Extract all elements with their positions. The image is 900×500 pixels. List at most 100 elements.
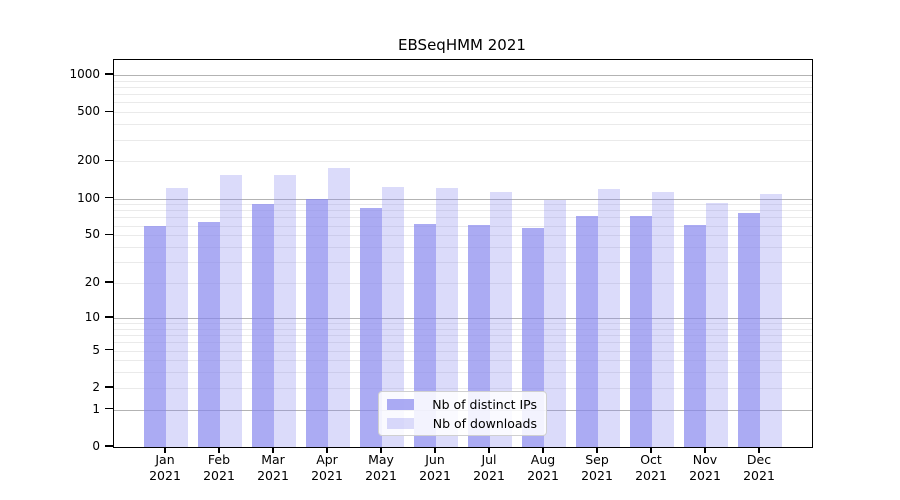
gridline-minor: [114, 87, 812, 88]
y-tick-label: 10: [84, 309, 100, 324]
x-tick-label: Oct 2021: [635, 452, 667, 483]
y-tick-label: 500: [77, 104, 100, 119]
x-tick-mark: [596, 447, 598, 453]
bar-downloads-nov: [706, 202, 728, 447]
y-tick-mark: [105, 110, 113, 112]
gridline-minor: [114, 323, 812, 325]
y-tick-mark: [105, 316, 113, 318]
x-tick-mark: [434, 447, 436, 453]
x-tick-label: Mar 2021: [257, 452, 289, 483]
legend-label-distinct-ips: Nb of distinct IPs: [432, 396, 537, 412]
gridline-minor: [114, 124, 812, 126]
x-tick-mark: [758, 447, 760, 453]
bar-distinct-ips-nov: [684, 224, 706, 447]
x-tick-mark: [326, 447, 328, 453]
gridline-minor: [114, 235, 812, 237]
bar-distinct-ips-mar: [252, 203, 274, 447]
gridline-minor: [114, 225, 812, 227]
gridline-minor: [114, 161, 812, 163]
bar-distinct-ips-may: [360, 208, 382, 447]
gridline-minor: [114, 217, 812, 219]
x-tick-label: Nov 2021: [689, 452, 721, 483]
x-tick-mark: [650, 447, 652, 453]
gridline-minor: [114, 94, 812, 96]
legend-swatch-distinct-ips: [387, 398, 414, 410]
legend-label-downloads: Nb of downloads: [432, 415, 537, 431]
bar-downloads-jun: [436, 188, 458, 447]
y-tick-mark: [105, 407, 113, 410]
gridline-minor: [114, 283, 812, 285]
legend: Nb of distinct IPs Nb of downloads: [378, 391, 547, 436]
x-tick-mark: [272, 447, 274, 453]
x-tick-label: Apr 2021: [311, 452, 343, 483]
gridline-minor: [114, 360, 812, 362]
plot-area: [113, 59, 813, 448]
gridline-minor: [114, 80, 812, 82]
bar-distinct-ips-dec: [738, 213, 760, 447]
bar-distinct-ips-apr: [306, 198, 328, 447]
y-tick-mark: [105, 73, 113, 75]
legend-swatch-downloads: [387, 417, 414, 429]
gridline-minor: [114, 102, 812, 104]
bar-downloads-jan: [166, 187, 188, 447]
gridline-minor: [114, 210, 812, 212]
x-tick-mark: [218, 447, 220, 453]
legend-item-distinct-ips: Nb of distinct IPs: [387, 398, 537, 411]
y-tick-mark: [105, 159, 113, 162]
gridline-minor: [114, 342, 812, 344]
bar-downloads-sep: [598, 188, 620, 447]
y-tick-mark: [105, 348, 113, 351]
gridline-major: [114, 317, 812, 319]
x-tick-label: Sep 2021: [581, 452, 613, 483]
x-tick-mark: [164, 447, 166, 453]
x-tick-mark: [704, 447, 706, 453]
bar-distinct-ips-jan: [144, 225, 166, 447]
gridline-minor: [114, 139, 812, 141]
y-tick-label: 1000: [69, 67, 100, 81]
bar-downloads-jul: [490, 192, 512, 447]
y-tick-mark: [105, 281, 113, 283]
bar-downloads-dec: [760, 193, 782, 447]
bar-distinct-ips-sep: [576, 216, 598, 447]
y-tick-mark: [105, 386, 113, 388]
x-tick-label: Dec 2021: [743, 452, 775, 483]
y-tick-label: 0: [92, 439, 100, 453]
gridline-minor: [114, 350, 812, 352]
gridline-minor: [114, 262, 812, 264]
y-tick-label: 2: [92, 379, 100, 394]
x-tick-label: Jul 2021: [473, 452, 505, 483]
x-tick-mark: [488, 447, 490, 453]
y-tick-mark: [105, 445, 113, 447]
gridline-minor: [114, 387, 812, 389]
y-tick-label: 50: [84, 227, 100, 242]
x-tick-label: Aug 2021: [527, 452, 559, 483]
bar-downloads-may: [382, 186, 404, 447]
x-tick-label: Jun 2021: [419, 452, 451, 483]
gridline-minor: [114, 204, 812, 206]
y-tick-label: 5: [92, 342, 100, 357]
y-tick-mark: [105, 233, 113, 235]
bar-downloads-oct: [652, 192, 674, 447]
gridline-minor: [114, 372, 812, 374]
y-tick-label: 1: [92, 401, 100, 416]
gridline-minor: [114, 112, 812, 114]
y-tick-label: 20: [84, 275, 100, 290]
chart-title: EBSeqHMM 2021: [398, 36, 526, 54]
bar-downloads-feb: [220, 174, 242, 447]
y-tick-label: 200: [77, 153, 100, 168]
gridline-major: [114, 75, 812, 76]
gridline-minor: [114, 247, 812, 249]
x-tick-label: Jan 2021: [149, 452, 181, 483]
x-tick-mark: [380, 447, 382, 453]
x-tick-label: Feb 2021: [203, 452, 235, 483]
bar-downloads-aug: [544, 199, 566, 447]
bar-downloads-mar: [274, 174, 296, 447]
gridline-minor: [114, 335, 812, 337]
x-tick-mark: [542, 447, 544, 453]
bar-downloads-apr: [328, 168, 350, 447]
gridline-minor: [114, 328, 812, 330]
x-tick-label: May 2021: [365, 452, 397, 483]
legend-item-downloads: Nb of downloads: [387, 417, 537, 430]
gridline-major: [114, 198, 812, 200]
